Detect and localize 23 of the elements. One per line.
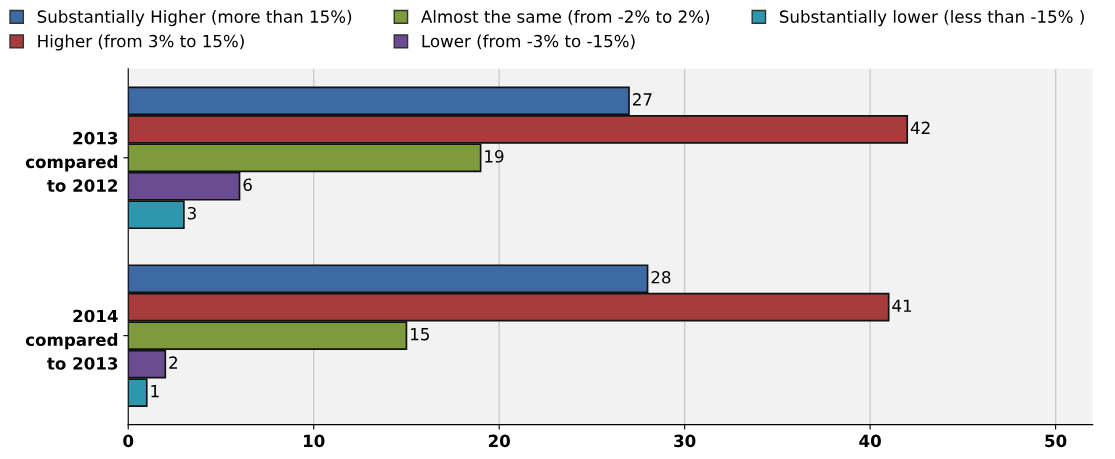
data-label: 42 [910, 121, 930, 134]
data-label: 6 [243, 178, 252, 192]
data-label: 15 [411, 328, 429, 341]
data-label: 3 [187, 206, 196, 220]
data-label: 2 [169, 356, 178, 369]
x-tick-label: 10 [303, 434, 325, 448]
data-label: 27 [633, 93, 652, 106]
data-label: 19 [485, 150, 504, 163]
x-tick-label: 50 [1045, 434, 1067, 448]
x-tick-label: 0 [123, 434, 134, 448]
y-tick-label: 2014 compared to 2013 [25, 309, 118, 370]
legend-label: Lower (from -3% to -15%) [422, 34, 635, 50]
legend-label: Almost the same (from -2% to 2%) [421, 10, 710, 25]
legend-label: Substantially Higher (more than 15%) [37, 10, 352, 27]
data-label: 28 [651, 270, 671, 284]
x-tick-label: 40 [859, 434, 881, 448]
data-label: 1 [151, 385, 159, 398]
y-tick-label: 2013 compared to 2012 [25, 131, 118, 192]
x-tick-label: 20 [488, 434, 510, 448]
x-tick-label: 30 [674, 434, 696, 448]
legend-label: Higher (from 3% to 15%) [38, 34, 244, 51]
legend-label: Substantially lower (less than -15% ) [779, 10, 1084, 27]
data-label: 41 [892, 299, 912, 312]
